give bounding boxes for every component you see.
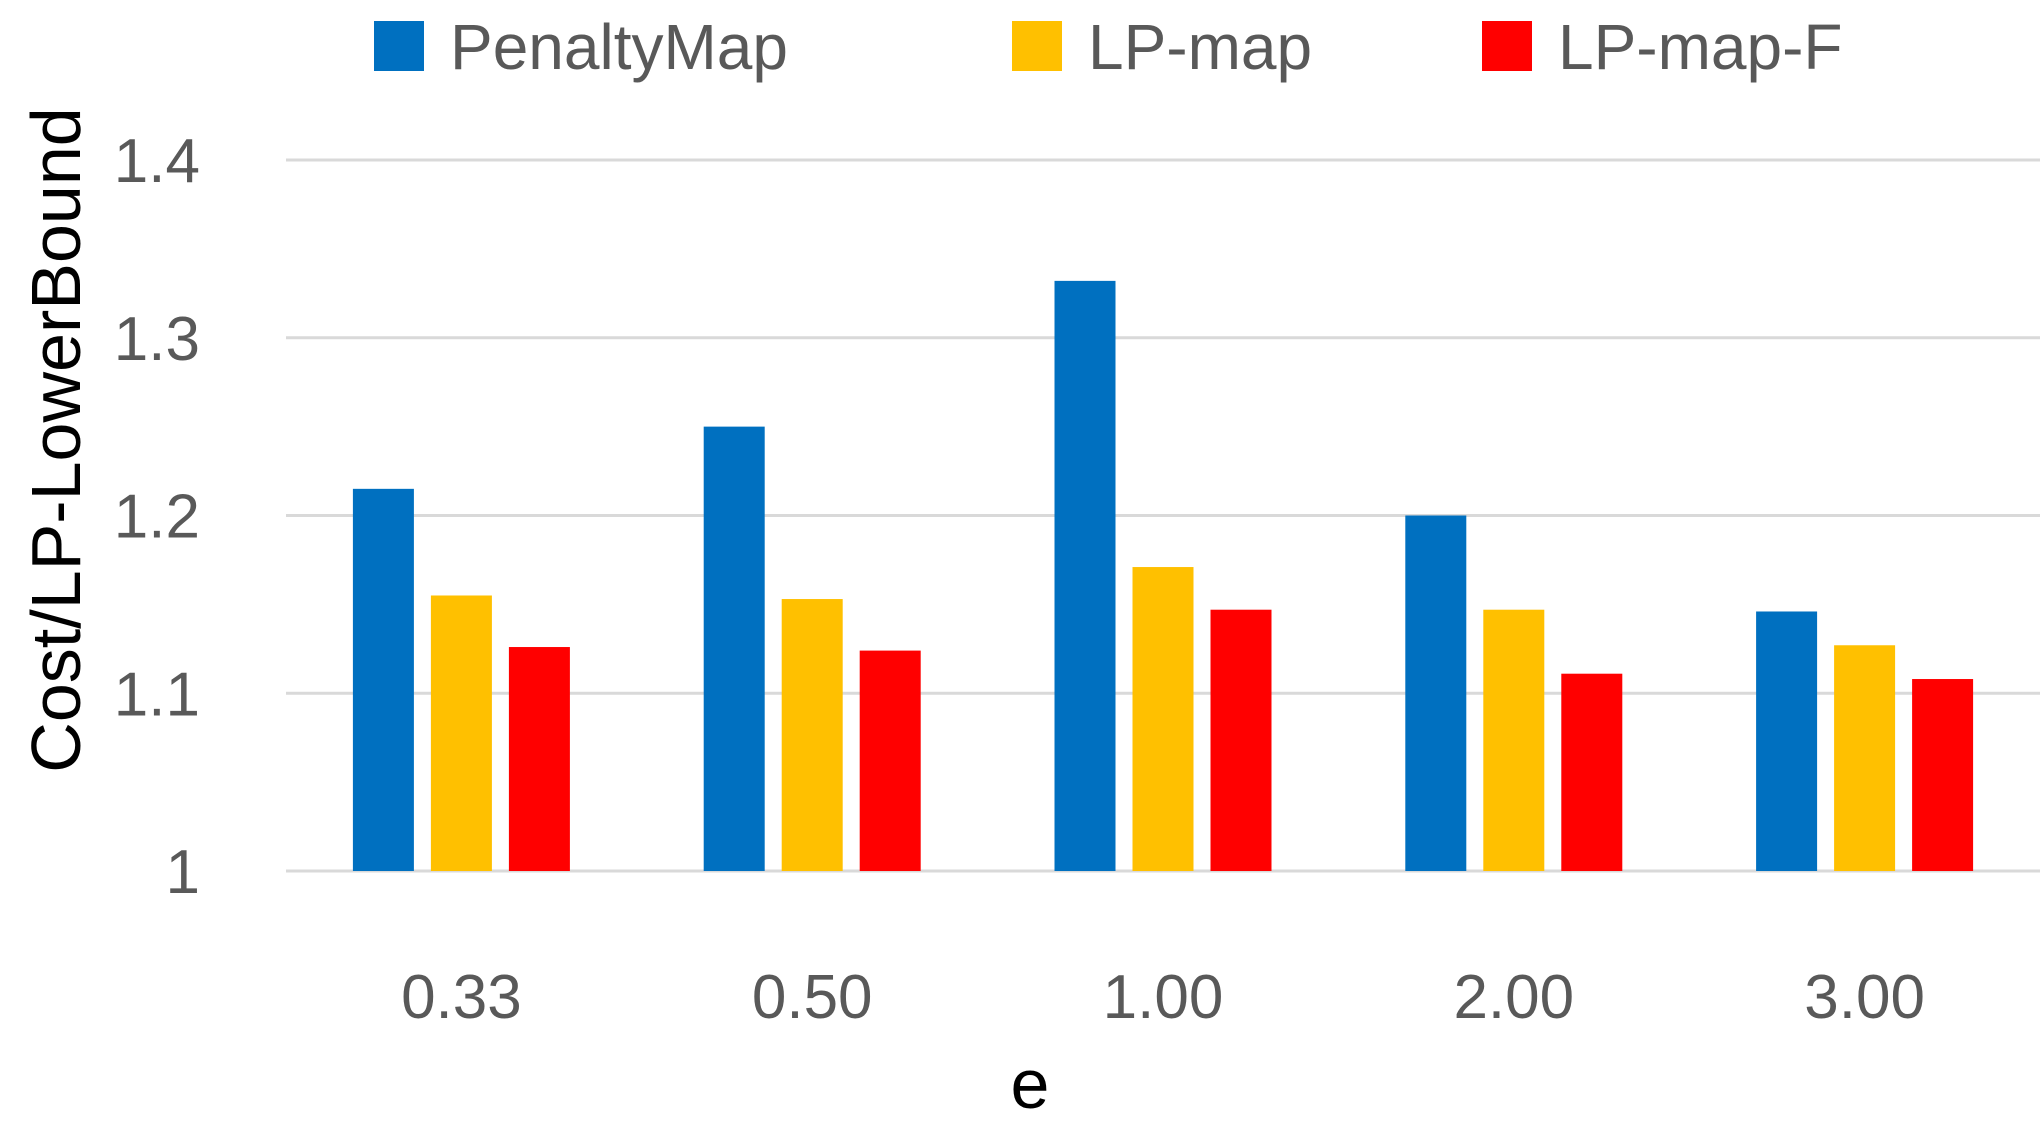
bar-lp-map-f	[1210, 609, 1272, 871]
bar-lp-map	[1483, 609, 1545, 871]
x-axis-tick-labels: 0.33 0.50 1.00 2.00 3.00	[401, 963, 1925, 1032]
bar-penaltymap	[1405, 515, 1467, 871]
legend-label-penaltymap: PenaltyMap	[450, 11, 788, 83]
y-axis-title: Cost/LP-LowerBound	[17, 107, 95, 772]
bar-penaltymap	[703, 426, 765, 871]
x-tick-label: 3.00	[1804, 963, 1925, 1032]
y-tick-label: 1.2	[114, 483, 200, 552]
legend: PenaltyMap LP-map LP-map-F	[374, 11, 1843, 83]
x-tick-label: 0.33	[401, 963, 522, 1032]
bar-penaltymap	[352, 488, 414, 871]
y-tick-label: 1.4	[114, 127, 200, 196]
y-tick-label: 1.1	[114, 660, 200, 729]
x-axis-title: e	[1011, 1045, 1050, 1121]
bar-lp-map	[1132, 567, 1194, 871]
y-tick-label: 1	[166, 838, 200, 907]
bar-lp-map-f	[1561, 673, 1623, 871]
x-tick-label: 0.50	[752, 963, 873, 1032]
bar-lp-map-f	[1912, 679, 1974, 871]
legend-swatch-lp-map	[1012, 21, 1062, 71]
bar-lp-map	[781, 599, 843, 871]
x-tick-label: 2.00	[1453, 963, 1574, 1032]
gridlines	[286, 158, 2040, 873]
bar-penaltymap	[1054, 280, 1116, 871]
y-tick-label: 1.3	[114, 305, 200, 374]
x-tick-label: 1.00	[1103, 963, 1224, 1032]
bar-penaltymap	[1756, 611, 1818, 871]
bar-lp-map-f	[859, 650, 921, 871]
y-axis-tick-labels: 1 1.1 1.2 1.3 1.4	[114, 127, 200, 907]
legend-swatch-penaltymap	[374, 21, 424, 71]
bars	[352, 280, 1974, 871]
legend-swatch-lp-map-f	[1482, 21, 1532, 71]
bar-lp-map	[1834, 645, 1896, 871]
bar-lp-map	[430, 595, 492, 871]
legend-label-lp-map: LP-map	[1088, 11, 1312, 83]
bar-lp-map-f	[508, 647, 570, 871]
legend-label-lp-map-f: LP-map-F	[1558, 11, 1843, 83]
